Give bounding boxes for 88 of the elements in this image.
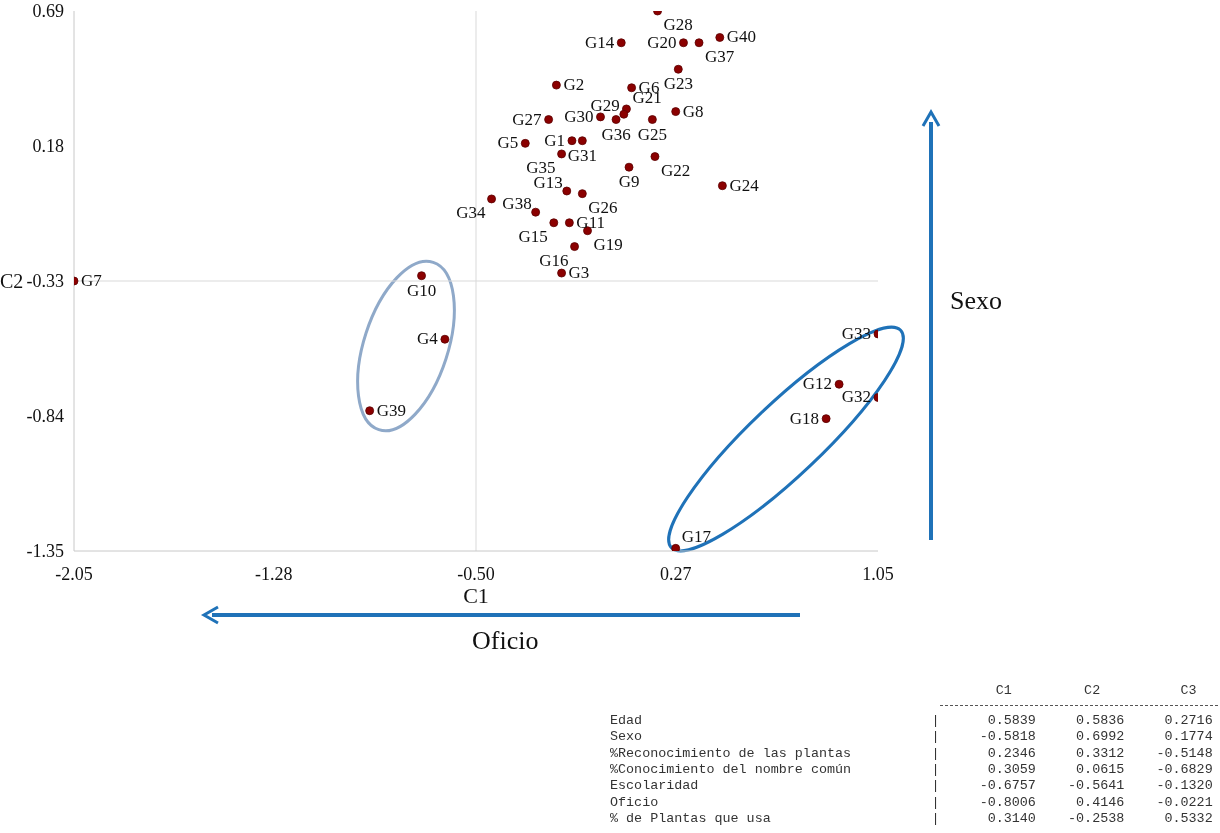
x-tick-label: 1.05 [862, 563, 894, 584]
point [616, 38, 626, 48]
y-tick-label: -0.84 [26, 406, 64, 427]
data-label: G16 [539, 250, 569, 270]
point [647, 115, 657, 124]
data-label: G38 [502, 194, 532, 214]
data-label: G22 [660, 160, 691, 180]
data-label: G12 [802, 374, 833, 394]
point [596, 112, 605, 122]
data-label: G39 [376, 400, 406, 420]
text: Oficio | -0.8006 0.4146 -0.0221 [610, 794, 1213, 811]
data-label: G14 [584, 32, 615, 52]
x-tick-label: -0.50 [457, 563, 495, 584]
text: Edad | 0.5839 0.5836 0.2716 [610, 713, 1213, 729]
point [440, 334, 450, 344]
point [611, 115, 621, 124]
data-label: G23 [663, 74, 693, 94]
data-label: G3 [568, 263, 590, 283]
point [544, 115, 554, 124]
y-tick-label: -0.33 [26, 271, 64, 292]
point [557, 268, 566, 278]
point [570, 242, 579, 251]
data-label: G1 [544, 130, 565, 150]
data-label: G34 [456, 202, 487, 222]
point [520, 138, 530, 148]
text: % de Plantas que usa | 0.3140 -0.2538 0.5332 [610, 810, 1213, 827]
point [627, 83, 637, 93]
data-label: G5 [497, 133, 519, 153]
point [487, 194, 496, 204]
x-tick-label: -2.05 [55, 563, 93, 584]
point [650, 152, 660, 161]
point [365, 406, 375, 416]
y-tick-label: 0.69 [32, 1, 64, 22]
x-axis-title: C1 [463, 583, 489, 608]
point [624, 162, 634, 172]
point [694, 38, 704, 48]
x-tick-label: 0.27 [659, 563, 692, 584]
data-label: G27 [512, 109, 543, 129]
point [619, 109, 629, 119]
data-label: G9 [618, 172, 640, 192]
data-label: G24 [729, 175, 760, 195]
data-label: G36 [601, 124, 631, 144]
point [715, 33, 725, 42]
y-axis-title: C2 [0, 270, 24, 293]
text: Oficio [472, 626, 539, 656]
data-label: G28 [663, 15, 693, 34]
point [549, 218, 559, 228]
data-label: G37 [705, 46, 735, 66]
data-label: G32 [841, 387, 871, 407]
point [557, 149, 566, 159]
text: C1 C2 C3 [994, 683, 1197, 699]
point [671, 543, 681, 551]
point [417, 271, 426, 281]
point [531, 207, 541, 217]
data-label: G33 [841, 323, 871, 343]
data-label: G20 [647, 32, 677, 52]
point [679, 38, 688, 48]
point [821, 414, 831, 424]
point [673, 64, 683, 74]
text: Sexo [950, 286, 1002, 316]
data-label: G19 [593, 234, 623, 254]
data-label: G4 [417, 329, 439, 349]
point [562, 186, 572, 196]
text: %Conocimiento del nombre común | 0.3059 0.0615 -0.6829 [610, 761, 1213, 778]
text: Sexo | -0.5818 0.6992 0.1774 [610, 729, 1213, 746]
data-label: G2 [563, 75, 585, 95]
point [577, 136, 587, 146]
point [567, 136, 577, 146]
data-label: G25 [637, 124, 667, 144]
x-tick-label: -1.28 [254, 563, 293, 584]
y-tick-label: -1.35 [26, 541, 64, 562]
data-label: G8 [682, 101, 704, 121]
point [577, 189, 587, 199]
data-label: G10 [406, 280, 437, 300]
text: %Reconocimiento de las plantas | 0.2346 0.3312 -0.5148 [610, 745, 1213, 762]
point [552, 80, 561, 90]
point [564, 218, 574, 228]
data-label: G40 [726, 27, 757, 47]
point [834, 379, 844, 389]
data-label: G17 [681, 527, 712, 547]
data-label: G7 [81, 271, 103, 290]
data-label: G15 [518, 226, 548, 246]
point [717, 181, 727, 191]
point [671, 107, 681, 116]
y-tick-label: 0.18 [32, 136, 64, 157]
text: Escolaridad | -0.6757 -0.5641 -0.1320 [610, 778, 1213, 795]
data-label: G18 [789, 408, 820, 428]
data-label: G31 [567, 145, 597, 165]
